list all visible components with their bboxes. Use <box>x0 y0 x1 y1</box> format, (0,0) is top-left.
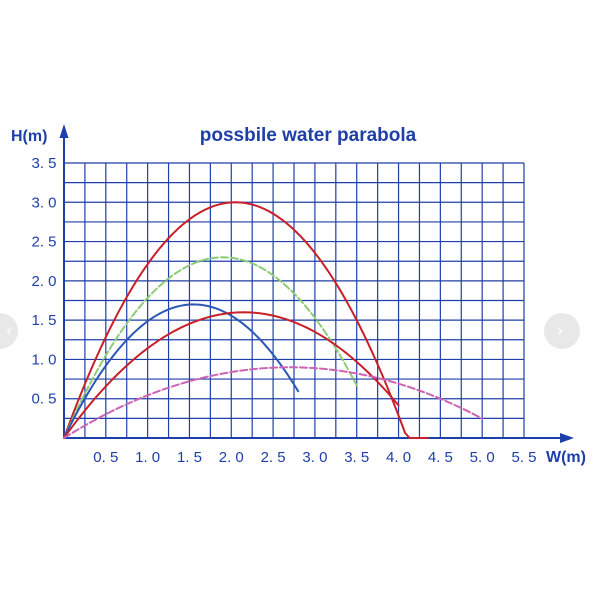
x-axis-label: W(m) <box>546 449 586 466</box>
tick-labels: 0. 5 1. 0 1. 5 2. 0 2. 5 3. 0 3. 5 4. 0 4. 5 5. 0… <box>31 155 536 466</box>
y-tick-label: 0. 5 <box>31 391 56 408</box>
y-tick-label: 1. 0 <box>31 351 56 368</box>
x-tick-label: 1. 5 <box>177 449 202 466</box>
x-tick-label: 0. 5 <box>93 449 118 466</box>
x-tick-label: 5. 5 <box>511 449 536 466</box>
y-tick-label: 2. 0 <box>31 273 56 290</box>
series-line-4 <box>63 311 400 439</box>
series-line-3 <box>63 303 300 439</box>
x-tick-label: 4. 5 <box>428 449 453 466</box>
chevron-left-icon: ‹ <box>5 321 12 340</box>
carousel-next-button[interactable]: › <box>544 313 580 349</box>
grid <box>63 162 525 439</box>
x-axis-arrow-icon <box>560 433 574 443</box>
x-tick-label: 2. 5 <box>261 449 286 466</box>
y-tick-label: 3. 5 <box>31 155 56 172</box>
series-group <box>63 201 484 439</box>
axes <box>59 124 574 443</box>
x-tick-label: 2. 0 <box>219 449 244 466</box>
y-tick-label: 2. 5 <box>31 234 56 251</box>
x-tick-label: 4. 0 <box>386 449 411 466</box>
x-tick-label: 3. 5 <box>344 449 369 466</box>
y-tick-label: 1. 5 <box>31 312 56 329</box>
y-axis-arrow-icon <box>59 124 69 138</box>
x-tick-label: 1. 0 <box>135 449 160 466</box>
series-line-2 <box>63 256 358 439</box>
series-line-1 <box>63 201 429 439</box>
x-tick-label: 3. 0 <box>302 449 327 466</box>
series-line-5 <box>63 366 484 439</box>
x-tick-label: 5. 0 <box>470 449 495 466</box>
chart-title: possbile water parabola <box>200 125 417 146</box>
carousel-prev-button[interactable]: ‹ <box>0 313 18 349</box>
y-tick-label: 3. 0 <box>31 194 56 211</box>
y-axis-label: H(m) <box>11 128 47 145</box>
chevron-right-icon: › <box>557 321 564 340</box>
